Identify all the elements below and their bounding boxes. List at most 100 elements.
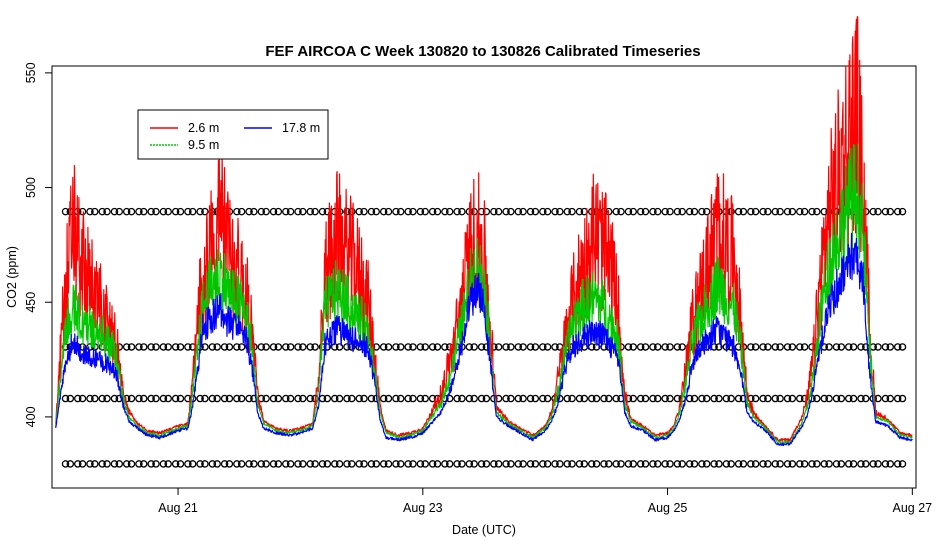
- standard-point: [661, 394, 669, 403]
- standard-point: [73, 394, 82, 403]
- standard-point: [519, 460, 527, 468]
- standard-point: [698, 207, 706, 216]
- standard-point: [629, 394, 638, 403]
- standard-point: [734, 207, 743, 216]
- standard-point: [127, 343, 136, 351]
- standard-point: [666, 394, 674, 403]
- standard-point: [539, 207, 547, 216]
- standard-point: [348, 394, 356, 403]
- standard-point: [441, 460, 449, 468]
- standard-point: [208, 394, 217, 403]
- standard-point: [372, 207, 381, 216]
- standard-point: [600, 460, 608, 468]
- standard-point: [886, 394, 895, 403]
- standard-point: [184, 207, 192, 216]
- standard-point: [416, 343, 425, 351]
- standard-point: [453, 460, 461, 468]
- standard-point: [759, 394, 767, 403]
- standard-point: [392, 394, 400, 403]
- standard-point: [176, 207, 185, 216]
- standard-point: [176, 460, 185, 468]
- standard-point: [556, 460, 564, 468]
- standard-point: [490, 460, 498, 468]
- standard-point: [78, 394, 87, 403]
- standard-point: [568, 207, 576, 216]
- standard-point: [727, 394, 735, 403]
- standard-point: [139, 460, 148, 468]
- standard-point: [396, 394, 405, 403]
- standard-point: [184, 343, 192, 351]
- standard-point: [196, 207, 204, 216]
- standard-point: [135, 343, 143, 351]
- standard-point: [881, 207, 890, 216]
- standard-point: [245, 394, 253, 403]
- legend-label-17.8m: 17.8 m: [282, 121, 320, 135]
- standard-point: [237, 207, 246, 216]
- x-tick-label: Aug 27: [893, 501, 933, 515]
- standard-point: [208, 460, 217, 468]
- standard-point: [849, 394, 858, 403]
- standard-point: [269, 394, 278, 403]
- standard-point: [318, 207, 327, 216]
- standard-point: [171, 394, 180, 403]
- standard-point: [886, 460, 895, 468]
- standard-point: [849, 460, 858, 468]
- standard-point: [710, 394, 718, 403]
- standard-point: [213, 460, 221, 468]
- standard-point: [494, 460, 503, 468]
- standard-point: [617, 207, 625, 216]
- y-axis: 400 450 500 550: [24, 62, 53, 427]
- standard-point: [629, 343, 638, 351]
- standard-point: [673, 343, 682, 351]
- y-tick-label: 500: [24, 177, 38, 198]
- standard-point: [776, 343, 784, 351]
- standard-point: [844, 343, 853, 351]
- standard-point: [636, 394, 645, 403]
- standard-point: [893, 460, 902, 468]
- standard-point: [348, 207, 356, 216]
- standard-point: [257, 343, 266, 351]
- standard-point: [796, 460, 804, 468]
- standard-point: [409, 460, 417, 468]
- standard-point: [800, 460, 809, 468]
- standard-point: [526, 460, 535, 468]
- standard-point: [788, 343, 797, 351]
- standard-point: [127, 207, 136, 216]
- standard-point: [379, 394, 388, 403]
- standard-point: [587, 460, 596, 468]
- standard-point: [66, 460, 75, 468]
- standard-point: [115, 460, 124, 468]
- standard-point: [502, 460, 510, 468]
- standard-point: [282, 207, 290, 216]
- standard-point: [286, 207, 295, 216]
- standard-point: [294, 394, 302, 403]
- standard-point: [813, 207, 821, 216]
- standard-point: [367, 394, 376, 403]
- x-tick-label: Aug 23: [403, 501, 443, 515]
- standard-point: [653, 343, 662, 351]
- standard-point: [568, 460, 576, 468]
- standard-point: [636, 460, 645, 468]
- standard-point: [788, 394, 797, 403]
- standard-point: [233, 207, 241, 216]
- standard-point: [250, 460, 258, 468]
- standard-point: [299, 207, 307, 216]
- standard-point: [551, 460, 559, 468]
- standard-point: [127, 394, 136, 403]
- standard-point: [673, 207, 682, 216]
- standard-point: [507, 394, 515, 403]
- standard-point: [612, 207, 620, 216]
- x-axis: Aug 21 Aug 23 Aug 25 Aug 27: [158, 487, 933, 515]
- standard-point: [832, 343, 841, 351]
- standard-point: [800, 207, 809, 216]
- standard-point: [147, 207, 155, 216]
- standard-point: [685, 460, 694, 468]
- standard-point: [857, 343, 865, 351]
- standard-point: [734, 460, 743, 468]
- standard-point: [208, 343, 217, 351]
- standard-point: [825, 343, 833, 351]
- standard-point: [783, 460, 792, 468]
- standard-point: [832, 460, 841, 468]
- standard-point: [220, 394, 229, 403]
- standard-point: [384, 394, 393, 403]
